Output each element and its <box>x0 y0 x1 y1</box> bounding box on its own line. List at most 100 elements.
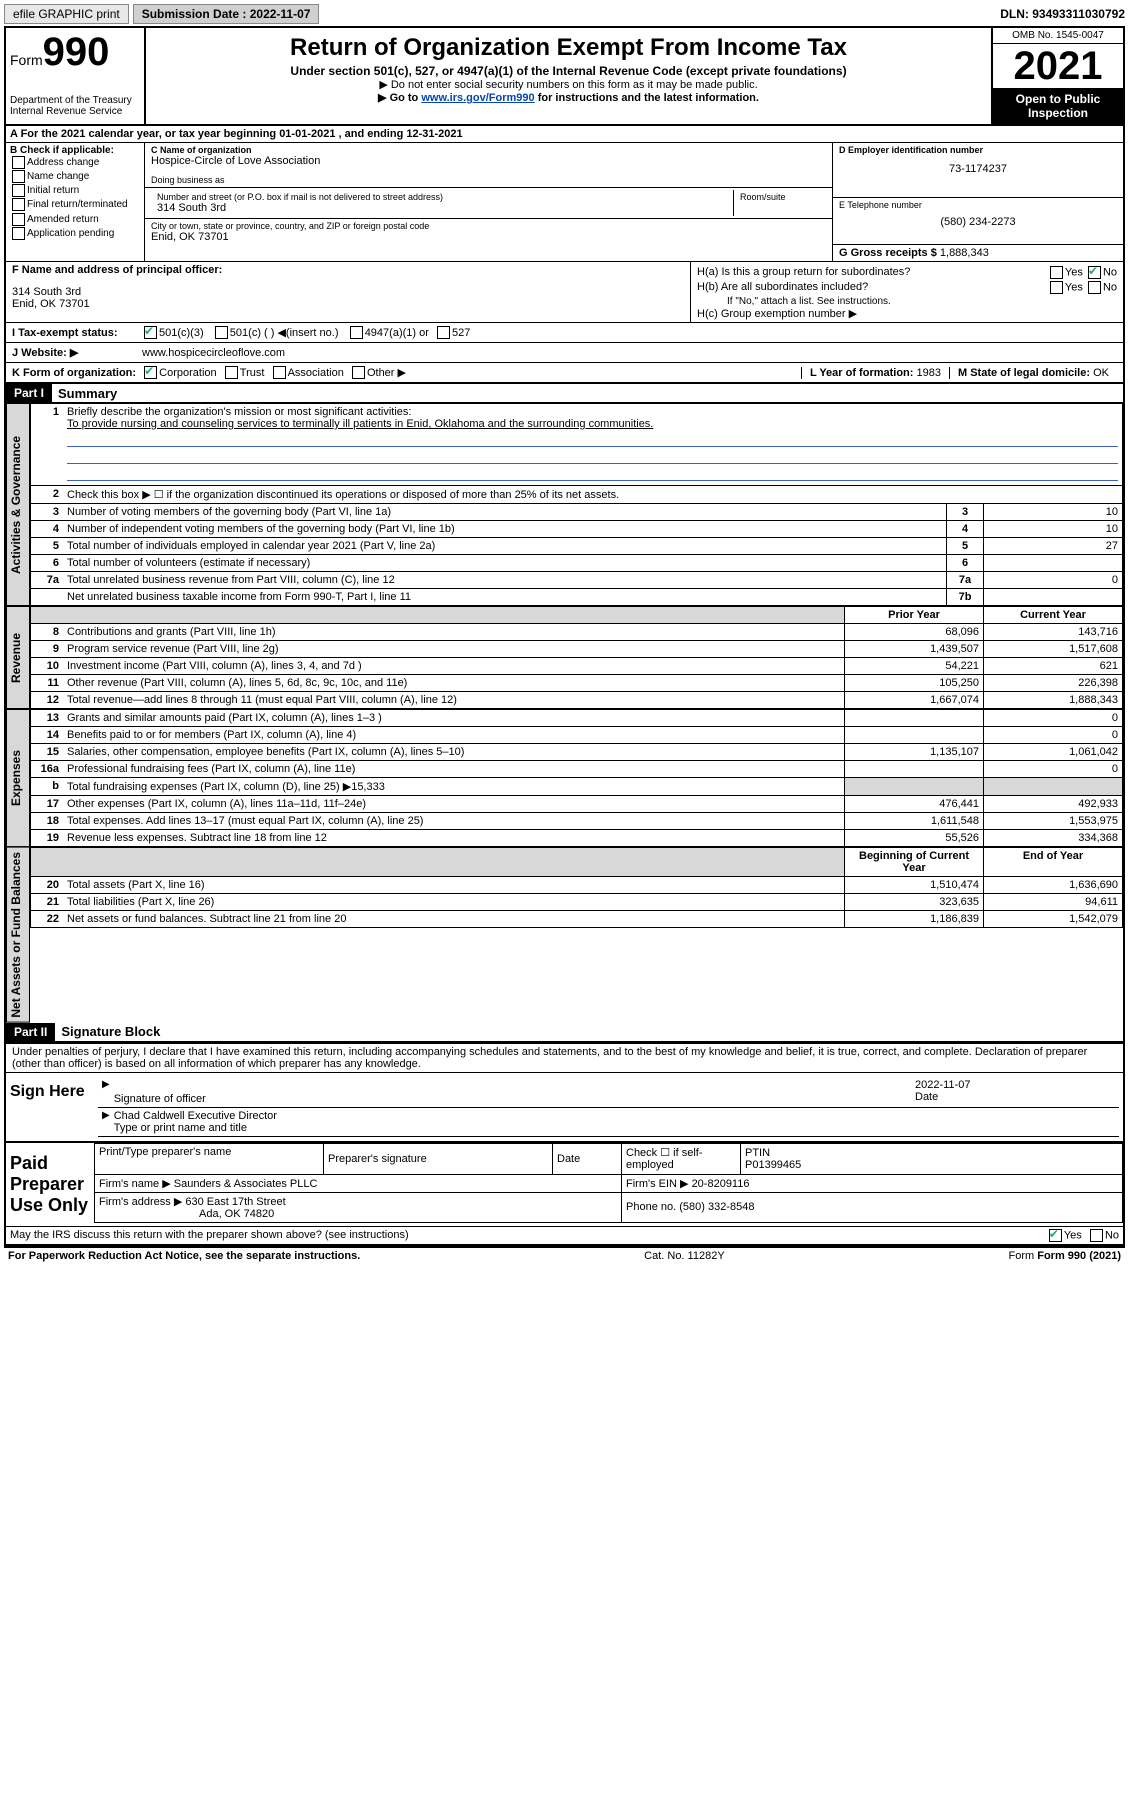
phone-label: E Telephone number <box>839 200 1117 210</box>
net-section: Net Assets or Fund Balances Beginning of… <box>6 847 1123 1023</box>
submission-btn[interactable]: Submission Date : 2022-11-07 <box>133 4 320 24</box>
chk-corp[interactable] <box>144 366 157 379</box>
part2-title: Signature Block <box>55 1024 160 1039</box>
discuss-no-chk[interactable] <box>1090 1229 1103 1242</box>
prep-date-label: Date <box>557 1153 617 1165</box>
city-label: City or town, state or province, country… <box>151 221 826 231</box>
row-k: K Form of organization: Corporation Trus… <box>6 362 1123 384</box>
tab-expenses: Expenses <box>6 709 30 847</box>
l12-desc: Total revenue—add lines 8 through 11 (mu… <box>63 692 845 709</box>
section-identity: B Check if applicable: Address change Na… <box>6 143 1123 261</box>
org-name-label: C Name of organization <box>151 145 826 155</box>
tab-net-assets: Net Assets or Fund Balances <box>6 847 30 1023</box>
opt-other: Other ▶ <box>367 366 406 379</box>
irs-link[interactable]: www.irs.gov/Form990 <box>421 92 534 104</box>
form-label: Form <box>10 52 43 68</box>
ha-line: H(a) Is this a group return for subordin… <box>697 266 1117 279</box>
note2-post: for instructions and the latest informat… <box>535 92 759 104</box>
curr-hdr: Current Year <box>984 607 1123 624</box>
chk-527[interactable] <box>437 326 450 339</box>
l4-val: 10 <box>984 521 1123 538</box>
chk-name[interactable]: Name change <box>10 170 140 184</box>
l17-desc: Other expenses (Part IX, column (A), lin… <box>63 796 845 813</box>
q2-text: Check this box ▶ ☐ if the organization d… <box>63 486 1123 504</box>
part1-title: Summary <box>52 386 117 401</box>
exp-table: 13Grants and similar amounts paid (Part … <box>30 709 1123 847</box>
hb-no[interactable]: No <box>1103 281 1117 293</box>
discuss-row: May the IRS discuss this return with the… <box>6 1226 1123 1244</box>
chk-initial[interactable]: Initial return <box>10 184 140 198</box>
row-a: A For the 2021 calendar year, or tax yea… <box>6 126 1123 143</box>
form-subtitle: Under section 501(c), 527, or 4947(a)(1)… <box>152 64 985 78</box>
ein-val: 73-1174237 <box>839 163 1117 175</box>
prep-phone: (580) 332-8548 <box>679 1201 754 1213</box>
chk-4947[interactable] <box>350 326 363 339</box>
chk-501c3[interactable] <box>144 326 157 339</box>
l15-desc: Salaries, other compensation, employee b… <box>63 744 845 761</box>
ha-yes[interactable]: Yes <box>1065 266 1083 278</box>
sig-label: Signature of officer <box>114 1093 206 1105</box>
efile-btn[interactable]: efile GRAPHIC print <box>4 4 129 24</box>
col-b-checkboxes: B Check if applicable: Address change Na… <box>6 143 145 261</box>
chk-assoc[interactable] <box>273 366 286 379</box>
addr-cell: Number and street (or P.O. box if mail i… <box>145 188 832 219</box>
chk-pending[interactable]: Application pending <box>10 227 140 241</box>
signature-block: Under penalties of perjury, I declare th… <box>6 1042 1123 1244</box>
header-mid: Return of Organization Exempt From Incom… <box>146 28 991 124</box>
l13-desc: Grants and similar amounts paid (Part IX… <box>63 710 845 727</box>
note2-pre: ▶ Go to <box>378 92 421 104</box>
phone-val: (580) 234-2273 <box>839 216 1117 228</box>
street-addr: 314 South 3rd <box>157 202 727 214</box>
officer-name-label: Type or print name and title <box>114 1122 247 1134</box>
mission-text: To provide nursing and counseling servic… <box>67 418 653 430</box>
firm-addr1: 630 East 17th Street <box>185 1196 285 1208</box>
chk-amended[interactable]: Amended return <box>10 213 140 227</box>
l14-desc: Benefits paid to or for members (Part IX… <box>63 727 845 744</box>
form-number: Form990 <box>10 30 140 75</box>
website-label: J Website: ▶ <box>12 346 142 359</box>
officer-addr2: Enid, OK 73701 <box>12 298 684 310</box>
year-formation: 1983 <box>917 367 941 379</box>
l22-desc: Net assets or fund balances. Subtract li… <box>63 911 845 928</box>
city-cell: City or town, state or province, country… <box>145 219 832 245</box>
l11-desc: Other revenue (Part VIII, column (A), li… <box>63 675 845 692</box>
header-left: Form990 Department of the Treasury Inter… <box>6 28 146 124</box>
header-right: OMB No. 1545-0047 2021 Open to Public In… <box>991 28 1123 124</box>
form-org-label: K Form of organization: <box>12 367 136 379</box>
chk-501c[interactable] <box>215 326 228 339</box>
page-footer: For Paperwork Reduction Act Notice, see … <box>4 1246 1125 1264</box>
part2-header: Part II <box>6 1023 55 1041</box>
prep-name-label: Print/Type preparer's name <box>99 1146 319 1158</box>
row-j: J Website: ▶ www.hospicecircleoflove.com <box>6 342 1123 362</box>
opt-527: 527 <box>452 327 470 339</box>
city-val: Enid, OK 73701 <box>151 231 826 243</box>
dba-label: Doing business as <box>151 175 826 185</box>
sig-officer-row: Signature of officer 2022-11-07Date <box>98 1077 1119 1108</box>
tax-status-label: I Tax-exempt status: <box>12 327 142 339</box>
l9-desc: Program service revenue (Part VIII, line… <box>63 641 845 658</box>
discuss-yes-chk[interactable] <box>1049 1229 1062 1242</box>
opt-501c: 501(c) ( ) ◀(insert no.) <box>230 326 339 339</box>
form-footer: Form 990 (2021) <box>1037 1250 1121 1262</box>
l16b-desc: Total fundraising expenses (Part IX, col… <box>63 778 845 796</box>
chk-address[interactable]: Address change <box>10 156 140 170</box>
chk-trust[interactable] <box>225 366 238 379</box>
chk-final[interactable]: Final return/terminated <box>10 198 140 212</box>
note-ssn: ▶ Do not enter social security numbers o… <box>152 78 985 91</box>
boy-hdr: Beginning of Current Year <box>845 848 984 877</box>
chk-other[interactable] <box>352 366 365 379</box>
sig-date-label: Date <box>915 1091 938 1103</box>
l7b-val <box>984 589 1123 606</box>
hb-line: H(b) Are all subordinates included? Yes … <box>697 281 1117 294</box>
preparer-table: Print/Type preparer's name Preparer's si… <box>94 1143 1123 1223</box>
form-num: 990 <box>43 30 110 74</box>
ptin-val: P01399465 <box>745 1159 1118 1171</box>
row-fh: F Name and address of principal officer:… <box>6 261 1123 322</box>
ha-no[interactable]: No <box>1103 266 1117 278</box>
prep-sig-label: Preparer's signature <box>328 1153 548 1165</box>
hb-yes[interactable]: Yes <box>1065 281 1083 293</box>
l3-desc: Number of voting members of the governin… <box>63 504 947 521</box>
gross-cell: G Gross receipts $ 1,888,343 <box>833 245 1123 261</box>
l7a-desc: Total unrelated business revenue from Pa… <box>63 572 947 589</box>
opt-4947: 4947(a)(1) or <box>365 327 429 339</box>
